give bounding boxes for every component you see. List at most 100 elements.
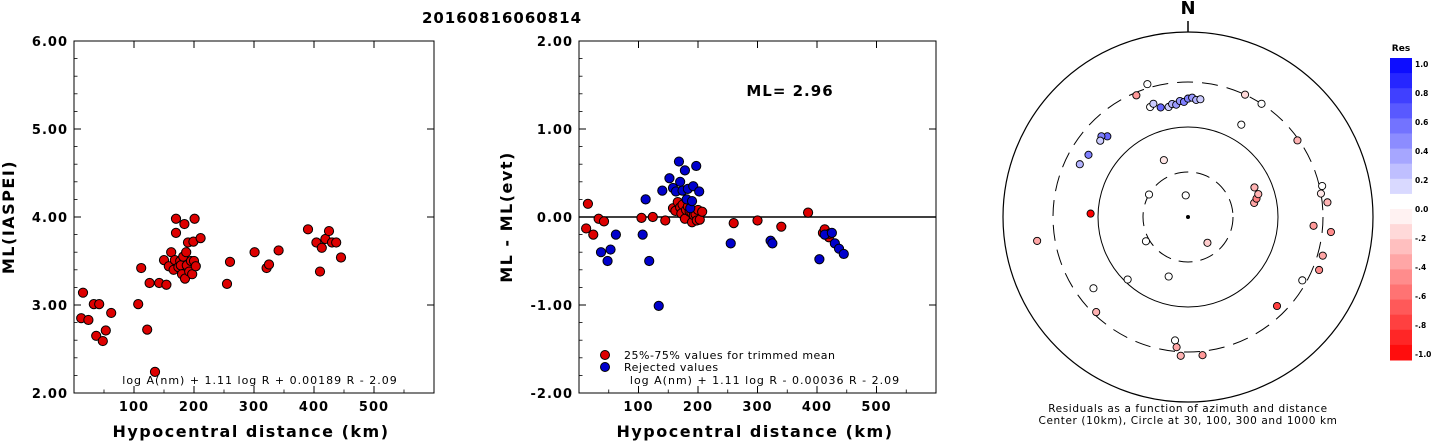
data-point [582,198,594,209]
colorbar-cell [1390,314,1412,331]
station-point [1326,227,1335,237]
azimuth-residuals-plot: N Residuals as a function of azimuth and… [1002,0,1374,427]
data-point [94,299,105,310]
data-point [595,247,607,258]
station-point [1309,221,1318,230]
data-point [179,218,190,230]
x-tick-label: 300 [239,400,269,415]
data-point [691,160,702,172]
y-tick-label: 4.00 [32,211,68,226]
data-point [640,194,651,205]
data-point [224,256,236,267]
station-point [1159,156,1168,165]
data-point [323,225,335,237]
data-point [195,233,206,244]
axis-ticks: -2.00 -1.00 0.00 1.00 2.00 100 200 300 400 500 [531,35,937,415]
legend-marker-accepted [600,350,610,360]
data-point [83,314,94,326]
station-point [1089,284,1098,293]
station-point [1196,95,1205,104]
data-point [725,238,736,249]
station-point [1250,183,1259,192]
y-tick-label: 2.00 [537,35,573,50]
data-point [316,242,327,253]
x-tick-label: 200 [179,400,209,415]
station-point [1033,236,1042,245]
data-point [106,307,117,319]
data-point [776,221,787,232]
station-point [1203,238,1212,247]
y-axis-title-2: ML - ML(evt) [497,151,516,283]
station-point [1172,343,1181,352]
data-points [581,156,849,311]
y-tick-label: 0.00 [537,211,573,226]
data-point [697,206,708,217]
y-axis-title: ML(IASPEI) [0,160,18,274]
axis-ticks: 2.00 3.00 4.00 5.00 6.00 100 200 300 400 500 [32,35,435,415]
station-point [1084,150,1093,159]
x-tick-label: 400 [299,400,329,415]
colorbar-cell [1390,239,1412,255]
colorbar-tick-label: -.4 [1415,263,1426,272]
data-point [170,213,182,224]
data-point [610,229,621,240]
station-point [1143,80,1152,89]
colorbar-cell [1390,133,1412,150]
data-point [221,278,233,289]
colorbar-tick-label: 0.2 [1415,176,1428,185]
data-point [136,262,147,274]
caption-line-1: Residuals as a function of azimuth and d… [1048,403,1328,415]
x-tick-label: 100 [623,400,653,415]
colorbar-cell [1390,193,1412,210]
data-point [673,156,685,167]
data-point [637,229,648,240]
colorbar-cell [1390,148,1412,165]
colorbar-cell [1390,329,1412,346]
north-label: N [1180,0,1195,19]
data-point [142,324,153,335]
data-points [76,213,347,377]
data-point [170,227,182,238]
data-point [636,212,647,223]
data-point [144,277,155,289]
colorbar-tick-label: 0.6 [1415,118,1428,127]
station-point [1156,103,1165,112]
data-point [190,261,201,272]
colorbar-tick-label: 0.8 [1415,89,1428,98]
data-point [728,218,739,229]
data-point [675,176,686,187]
colorbar-tick-label: 0.0 [1415,205,1428,214]
data-point [767,238,778,249]
data-point [249,247,260,258]
y-tick-label: 6.00 [32,35,68,50]
station-point [1170,336,1180,345]
data-point [802,207,814,218]
data-point [331,237,342,248]
y-tick-label: -1.00 [531,299,573,314]
station-point [1323,198,1332,207]
data-point [838,248,849,260]
ml-annotation: ML= 2.96 [746,82,833,100]
data-point [273,245,284,256]
data-point [598,216,610,227]
legend-label-rejected: Rejected values [624,361,719,374]
colorbar-cell [1390,88,1412,104]
data-point [686,196,698,207]
circle-1000km [1002,31,1374,403]
colorbar-cells [1390,58,1412,361]
colorbar-cell [1390,254,1412,270]
y-tick-label: 3.00 [32,299,68,314]
colorbar-cell [1390,269,1412,285]
station-point [1293,136,1302,145]
plot-frame [73,40,435,394]
circle-100km [1097,126,1279,308]
ml-vs-distance-plot: 2.00 3.00 4.00 5.00 6.00 100 200 300 400 500 Hypo… [0,35,435,441]
data-point [664,173,675,184]
colorbar-title: Res [1392,44,1410,54]
data-point [314,266,326,277]
station-point [1318,181,1327,191]
residual-colorbar: Res 1.0 0.8 0.6 0.4 0.2 0.0 -.2 -.4 -.6 -.8 -1.0 [1390,44,1431,361]
x-tick-label: 200 [683,400,713,415]
station-point [1086,209,1095,218]
